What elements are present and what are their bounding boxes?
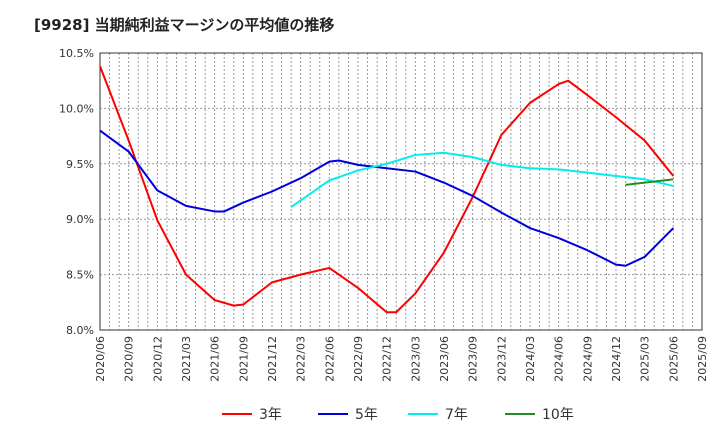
legend-label: 5年 xyxy=(355,407,378,423)
x-tick-label: 2024/12 xyxy=(610,336,623,382)
y-tick-label: 10.5% xyxy=(59,47,94,60)
x-tick-label: 2023/03 xyxy=(409,336,422,382)
x-tick-label: 2020/09 xyxy=(123,336,136,382)
x-tick-label: 2025/06 xyxy=(667,336,680,382)
plot-frame xyxy=(99,52,703,331)
y-tick-label: 10.0% xyxy=(59,102,94,115)
x-tick-label: 2023/06 xyxy=(438,336,451,382)
x-tick-label: 2020/06 xyxy=(94,336,107,382)
chart-title: [9928] 当期純利益マージンの平均値の推移 xyxy=(34,16,335,34)
legend-label: 7年 xyxy=(445,407,468,423)
series-line-3年 xyxy=(99,65,675,314)
legend-label: 10年 xyxy=(542,407,574,423)
series-line-10年 xyxy=(625,178,674,186)
x-tick-label: 2022/09 xyxy=(352,336,365,382)
x-tick-label: 2021/09 xyxy=(237,336,250,382)
x-tick-label: 2024/09 xyxy=(581,336,594,382)
x-tick-label: 2023/09 xyxy=(467,336,480,382)
x-tick-label: 2023/12 xyxy=(495,336,508,382)
y-tick-label: 9.0% xyxy=(66,213,94,226)
x-tick-label: 2025/03 xyxy=(639,336,652,382)
y-tick-label: 8.5% xyxy=(66,269,94,282)
x-tick-label: 2022/06 xyxy=(323,336,336,382)
x-tick-label: 2021/12 xyxy=(266,336,279,382)
x-tick-label: 2024/03 xyxy=(524,336,537,382)
x-tick-label: 2021/03 xyxy=(180,336,193,382)
x-tick-label: 2021/06 xyxy=(209,336,222,382)
x-tick-label: 2025/09 xyxy=(696,336,709,382)
legend-label: 3年 xyxy=(259,407,282,423)
x-tick-label: 2022/12 xyxy=(381,336,394,382)
x-tick-label: 2024/06 xyxy=(553,336,566,382)
y-tick-label: 9.5% xyxy=(66,158,94,171)
y-tick-label: 8.0% xyxy=(66,324,94,337)
series-line-7年 xyxy=(290,151,674,208)
x-tick-label: 2020/12 xyxy=(151,336,164,382)
x-tick-label: 2022/03 xyxy=(295,336,308,382)
